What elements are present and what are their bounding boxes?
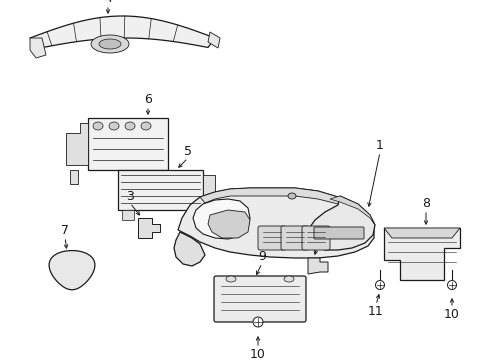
Polygon shape xyxy=(178,188,373,258)
FancyBboxPatch shape xyxy=(258,226,285,250)
Ellipse shape xyxy=(447,280,456,289)
Text: 8: 8 xyxy=(421,197,429,210)
Polygon shape xyxy=(30,16,215,49)
Polygon shape xyxy=(186,210,199,220)
Text: 4: 4 xyxy=(104,0,112,5)
Ellipse shape xyxy=(252,317,263,327)
Ellipse shape xyxy=(91,35,129,53)
Text: 6: 6 xyxy=(144,93,152,106)
Polygon shape xyxy=(49,251,95,290)
Polygon shape xyxy=(383,228,459,280)
Text: 2: 2 xyxy=(313,229,321,242)
Polygon shape xyxy=(383,228,459,238)
FancyBboxPatch shape xyxy=(281,226,308,250)
Polygon shape xyxy=(207,32,220,48)
Ellipse shape xyxy=(99,39,121,49)
Polygon shape xyxy=(307,196,374,250)
Polygon shape xyxy=(193,199,249,239)
Polygon shape xyxy=(30,38,46,58)
Text: 3: 3 xyxy=(126,190,134,203)
Polygon shape xyxy=(122,210,134,220)
Ellipse shape xyxy=(284,276,293,282)
Text: 9: 9 xyxy=(258,250,265,263)
Ellipse shape xyxy=(375,280,384,289)
Polygon shape xyxy=(329,196,374,225)
Ellipse shape xyxy=(225,276,236,282)
Text: 11: 11 xyxy=(367,305,383,318)
FancyBboxPatch shape xyxy=(302,226,329,250)
Polygon shape xyxy=(216,276,304,320)
Text: 10: 10 xyxy=(443,308,459,321)
Polygon shape xyxy=(66,123,88,165)
Polygon shape xyxy=(138,218,160,238)
Polygon shape xyxy=(203,175,215,205)
Polygon shape xyxy=(174,232,204,266)
Polygon shape xyxy=(70,170,78,184)
Text: 10: 10 xyxy=(249,348,265,360)
Ellipse shape xyxy=(141,122,151,130)
Ellipse shape xyxy=(93,122,103,130)
FancyBboxPatch shape xyxy=(118,170,203,210)
Text: 1: 1 xyxy=(375,139,383,152)
Text: 5: 5 xyxy=(183,145,192,158)
Ellipse shape xyxy=(125,122,135,130)
FancyBboxPatch shape xyxy=(88,118,168,170)
Polygon shape xyxy=(207,210,249,238)
FancyBboxPatch shape xyxy=(214,276,305,322)
Ellipse shape xyxy=(109,122,119,130)
Text: 7: 7 xyxy=(61,224,69,237)
Polygon shape xyxy=(200,188,373,228)
Ellipse shape xyxy=(287,193,295,199)
FancyBboxPatch shape xyxy=(313,227,363,239)
Polygon shape xyxy=(307,258,327,274)
